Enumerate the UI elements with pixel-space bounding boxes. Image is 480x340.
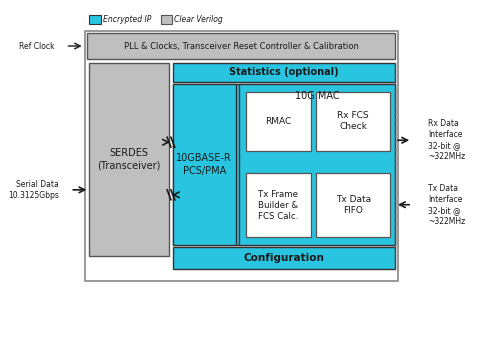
Text: Ref Clock: Ref Clock <box>19 41 54 51</box>
Text: Tx Data
FIFO: Tx Data FIFO <box>336 195 371 215</box>
Text: Rx FCS
Check: Rx FCS Check <box>337 112 369 132</box>
Text: 10GBASE-R
PCS/PMA: 10GBASE-R PCS/PMA <box>176 153 232 176</box>
Text: Rx Data
Interface
32-bit @
~322MHz: Rx Data Interface 32-bit @ ~322MHz <box>428 119 466 162</box>
Text: SERDES
(Transceiver): SERDES (Transceiver) <box>97 148 161 171</box>
Text: PLL & Clocks, Transceiver Reset Controller & Calibration: PLL & Clocks, Transceiver Reset Controll… <box>124 41 359 51</box>
Bar <box>173 84 236 245</box>
Bar <box>240 84 395 245</box>
Bar <box>160 15 172 24</box>
Text: Clear Verilog: Clear Verilog <box>174 15 223 24</box>
Text: 10G MAC: 10G MAC <box>295 91 339 101</box>
Bar <box>316 173 390 237</box>
Bar <box>89 15 101 24</box>
Bar <box>316 92 390 151</box>
Text: Configuration: Configuration <box>243 253 324 263</box>
Text: Encrypted IP: Encrypted IP <box>103 15 151 24</box>
Bar <box>173 248 395 269</box>
Text: Serial Data
10.3125Gbps: Serial Data 10.3125Gbps <box>8 180 59 200</box>
Text: Tx Frame
Builder &
FCS Calc.: Tx Frame Builder & FCS Calc. <box>258 190 299 221</box>
Bar <box>173 84 395 245</box>
Text: Statistics (optional): Statistics (optional) <box>229 67 339 77</box>
Bar <box>89 63 169 256</box>
Bar <box>84 31 398 281</box>
Text: Tx Data
Interface
32-bit @
~322MHz: Tx Data Interface 32-bit @ ~322MHz <box>428 184 466 226</box>
Bar <box>87 33 395 59</box>
Bar <box>246 92 311 151</box>
Bar <box>173 63 395 82</box>
Bar <box>246 173 311 237</box>
Text: RMAC: RMAC <box>265 117 291 126</box>
